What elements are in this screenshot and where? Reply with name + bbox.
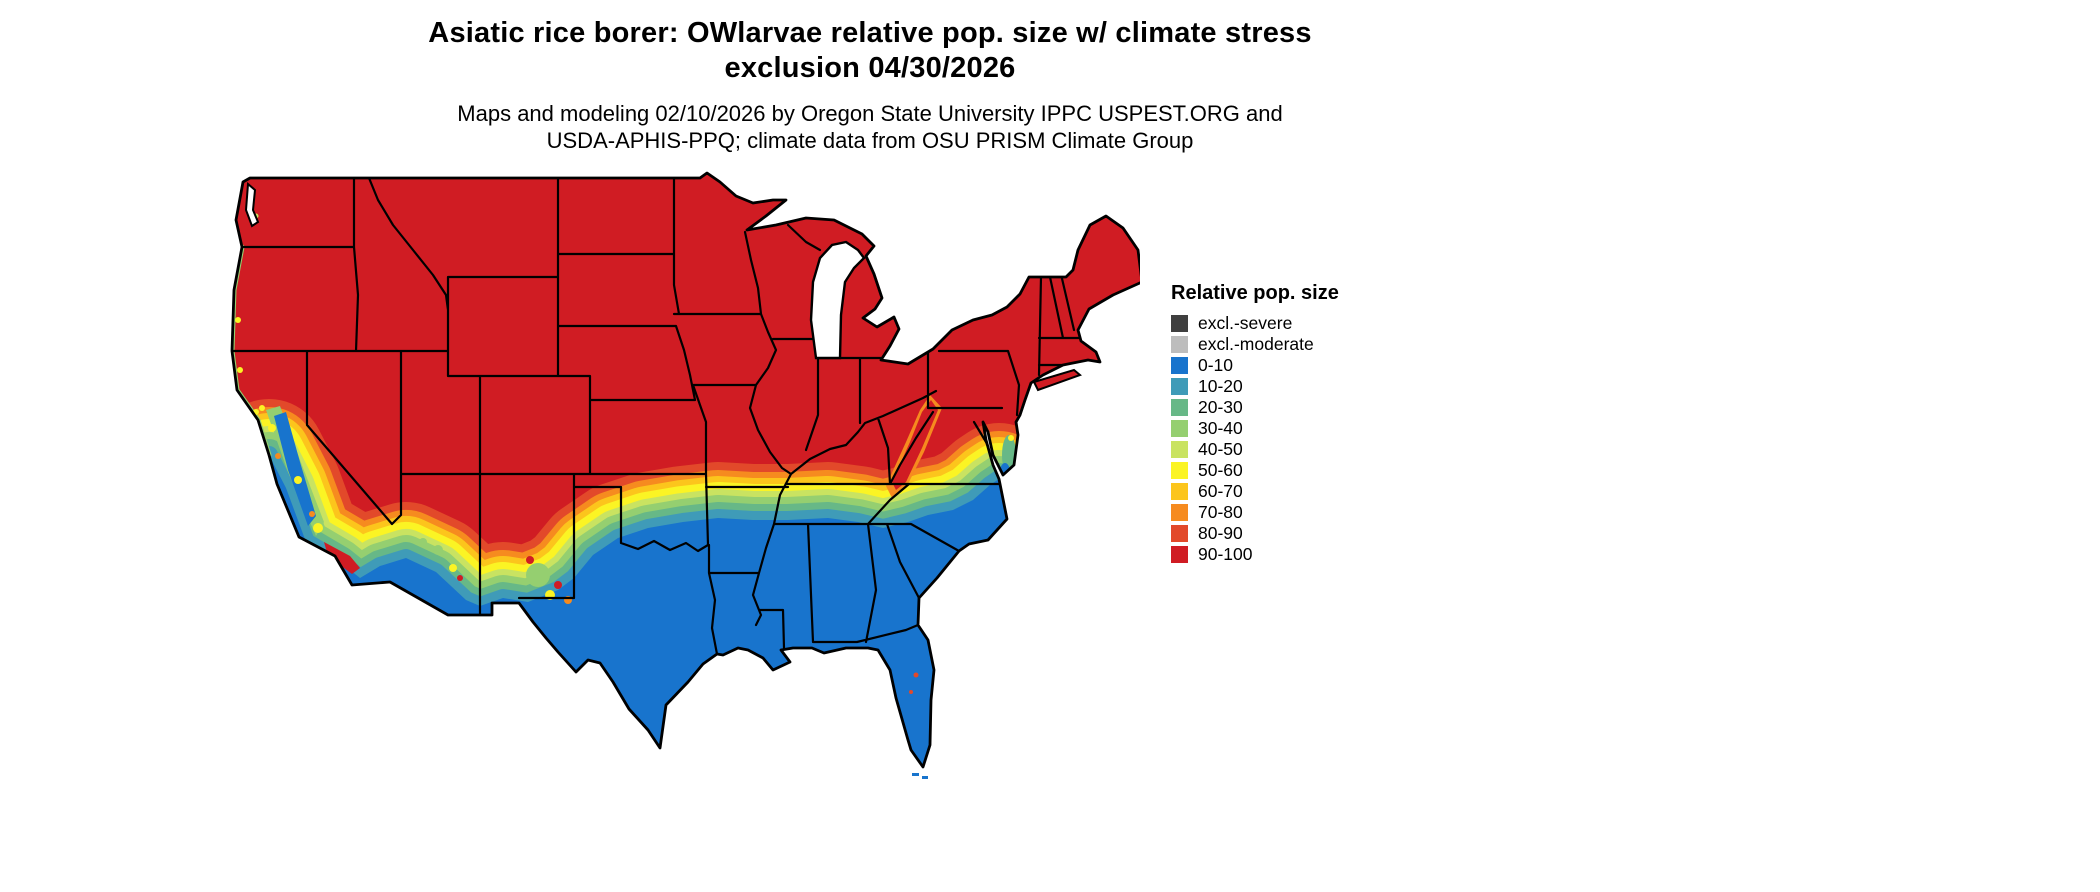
page-title-line2: exclusion 04/30/2026 xyxy=(724,52,1016,84)
page-title-line1: Asiatic rice borer: OWlarvae relative po… xyxy=(428,17,1312,49)
legend-label: 50-60 xyxy=(1198,460,1243,480)
figure-titles: Asiatic rice borer: OWlarvae relative po… xyxy=(0,16,1740,154)
legend: Relative pop. size excl.-severe excl.-mo… xyxy=(1171,282,1339,565)
legend-label: 70-80 xyxy=(1198,502,1243,522)
lake-michigan xyxy=(809,240,866,360)
legend-swatch-80-90 xyxy=(1171,525,1188,542)
legend-item: 90-100 xyxy=(1171,544,1339,565)
legend-swatch-90-100 xyxy=(1171,546,1188,563)
delmarva-yellow-speck xyxy=(1008,435,1014,441)
legend-swatch-50-60 xyxy=(1171,462,1188,479)
legend-item: 70-80 xyxy=(1171,502,1339,523)
legend-item: 50-60 xyxy=(1171,460,1339,481)
legend-item: 40-50 xyxy=(1171,439,1339,460)
legend-item: 60-70 xyxy=(1171,481,1339,502)
legend-item: excl.-moderate xyxy=(1171,334,1339,355)
legend-swatch-10-20 xyxy=(1171,378,1188,395)
legend-label: excl.-moderate xyxy=(1198,334,1314,354)
arizona-newmexico-green-specks xyxy=(419,538,550,587)
california-yellow-specks xyxy=(235,317,323,533)
legend-label: 30-40 xyxy=(1198,418,1243,438)
legend-swatch-20-30 xyxy=(1171,399,1188,416)
socal-mountains-red xyxy=(324,542,360,574)
legend-item: 10-20 xyxy=(1171,376,1339,397)
us-outline xyxy=(230,171,1144,769)
legend-swatch-40-50 xyxy=(1171,441,1188,458)
legend-label: 90-100 xyxy=(1198,544,1253,564)
legend-label: 80-90 xyxy=(1198,523,1243,543)
long-island xyxy=(1032,368,1082,392)
legend-swatch-30-40 xyxy=(1171,420,1188,437)
us-map-container xyxy=(228,170,1144,785)
us-choropleth-map xyxy=(230,171,1144,779)
legend-label: 10-20 xyxy=(1198,376,1243,396)
legend-item: 0-10 xyxy=(1171,355,1339,376)
legend-item: excl.-severe xyxy=(1171,313,1339,334)
california-central-valley-blue xyxy=(274,412,316,526)
region-0-10-south xyxy=(269,455,1007,767)
florida-keys-dots xyxy=(912,773,928,779)
legend-swatch-60-70 xyxy=(1171,483,1188,500)
legend-label: 20-30 xyxy=(1198,397,1243,417)
subtitle-line2: USDA-APHIS-PPQ; climate data from OSU PR… xyxy=(546,128,1194,153)
legend-swatch-70-80 xyxy=(1171,504,1188,521)
legend-item: 20-30 xyxy=(1171,397,1339,418)
legend-label: 0-10 xyxy=(1198,355,1234,375)
legend-item: 30-40 xyxy=(1171,418,1339,439)
puget-sound xyxy=(244,181,260,228)
legend-label: 60-70 xyxy=(1198,481,1243,501)
legend-swatch-excl-severe xyxy=(1171,315,1188,332)
legend-swatch-excl-moderate xyxy=(1171,336,1188,353)
florida-warm-specks xyxy=(909,672,919,694)
legend-label: 40-50 xyxy=(1198,439,1243,459)
legend-title: Relative pop. size xyxy=(1171,282,1339,304)
arizona-newmexico-red-specks xyxy=(457,556,562,589)
legend-item: 80-90 xyxy=(1171,523,1339,544)
figure-subtitle: Maps and modeling 02/10/2026 by Oregon S… xyxy=(0,100,1740,154)
subtitle-line1: Maps and modeling 02/10/2026 by Oregon S… xyxy=(457,101,1283,126)
legend-swatch-0-10 xyxy=(1171,357,1188,374)
legend-label: excl.-severe xyxy=(1198,313,1293,333)
